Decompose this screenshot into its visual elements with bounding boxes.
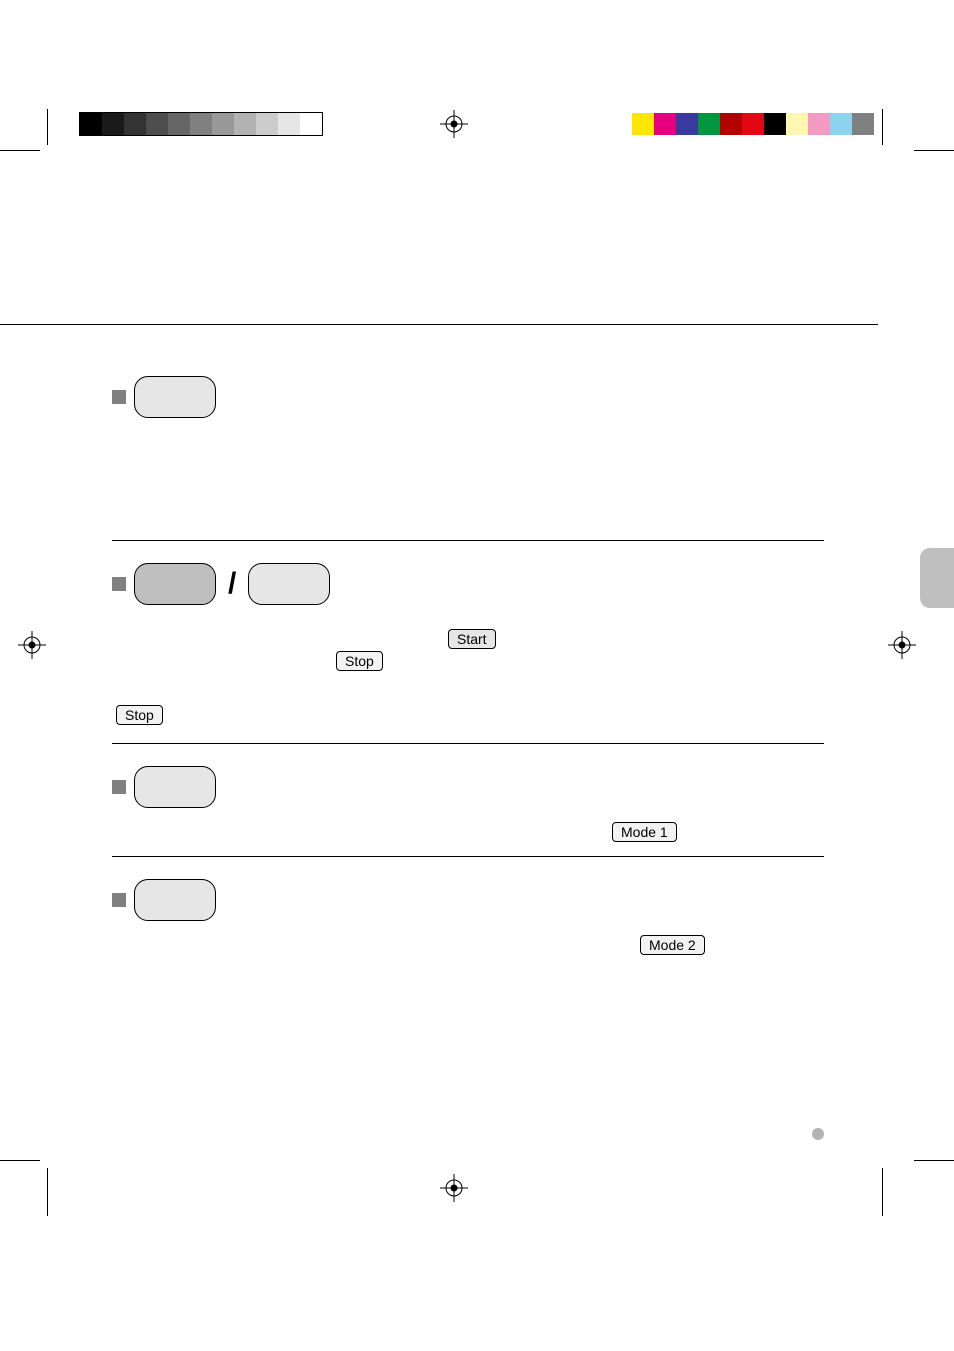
section-4-chip: Mode 2 — [112, 927, 824, 957]
crop-top-left-h — [0, 150, 40, 151]
crop-top-right-h — [914, 150, 954, 151]
bullet-icon — [112, 893, 126, 907]
registration-mark-top — [440, 110, 468, 138]
side-tab — [920, 548, 954, 608]
section-2-chips: Start Stop — [112, 611, 824, 671]
divider-1 — [112, 540, 824, 541]
button-2b[interactable] — [248, 563, 330, 605]
section-3 — [112, 766, 824, 808]
registration-mark-bottom — [440, 1174, 468, 1202]
bullet-icon — [112, 577, 126, 591]
crop-bot-right-v — [882, 1168, 883, 1216]
button-1[interactable] — [134, 376, 216, 418]
button-3[interactable] — [134, 766, 216, 808]
color-strip — [632, 113, 874, 135]
start-chip[interactable]: Start — [448, 629, 496, 649]
content-area: / Start Stop Stop Mode 1 Mode 2 — [112, 376, 824, 957]
divider-3 — [112, 856, 824, 857]
registration-mark-left — [18, 631, 46, 659]
section-2: / — [112, 563, 824, 605]
section-3-chip: Mode 1 — [112, 814, 824, 844]
slash-icon: / — [228, 567, 236, 601]
grayscale-strip — [80, 113, 322, 135]
divider-2 — [112, 743, 824, 744]
bullet-icon — [112, 390, 126, 404]
crop-top-left-v — [47, 109, 48, 145]
page-number-dot — [812, 1128, 824, 1140]
stop-chip[interactable]: Stop — [336, 651, 383, 671]
crop-bot-left-v — [47, 1168, 48, 1216]
button-2a[interactable] — [134, 563, 216, 605]
button-4[interactable] — [134, 879, 216, 921]
section-2-stop2: Stop — [112, 705, 824, 725]
crop-bot-left-h — [0, 1160, 40, 1161]
bullet-icon — [112, 780, 126, 794]
page-top-rule — [0, 324, 878, 325]
stop-chip-2[interactable]: Stop — [116, 705, 163, 725]
section-1 — [112, 376, 824, 418]
crop-bot-right-h — [914, 1160, 954, 1161]
crop-top-right-v — [882, 109, 883, 145]
registration-mark-right — [888, 631, 916, 659]
mode1-chip[interactable]: Mode 1 — [612, 822, 677, 842]
section-4 — [112, 879, 824, 921]
mode2-chip[interactable]: Mode 2 — [640, 935, 705, 955]
